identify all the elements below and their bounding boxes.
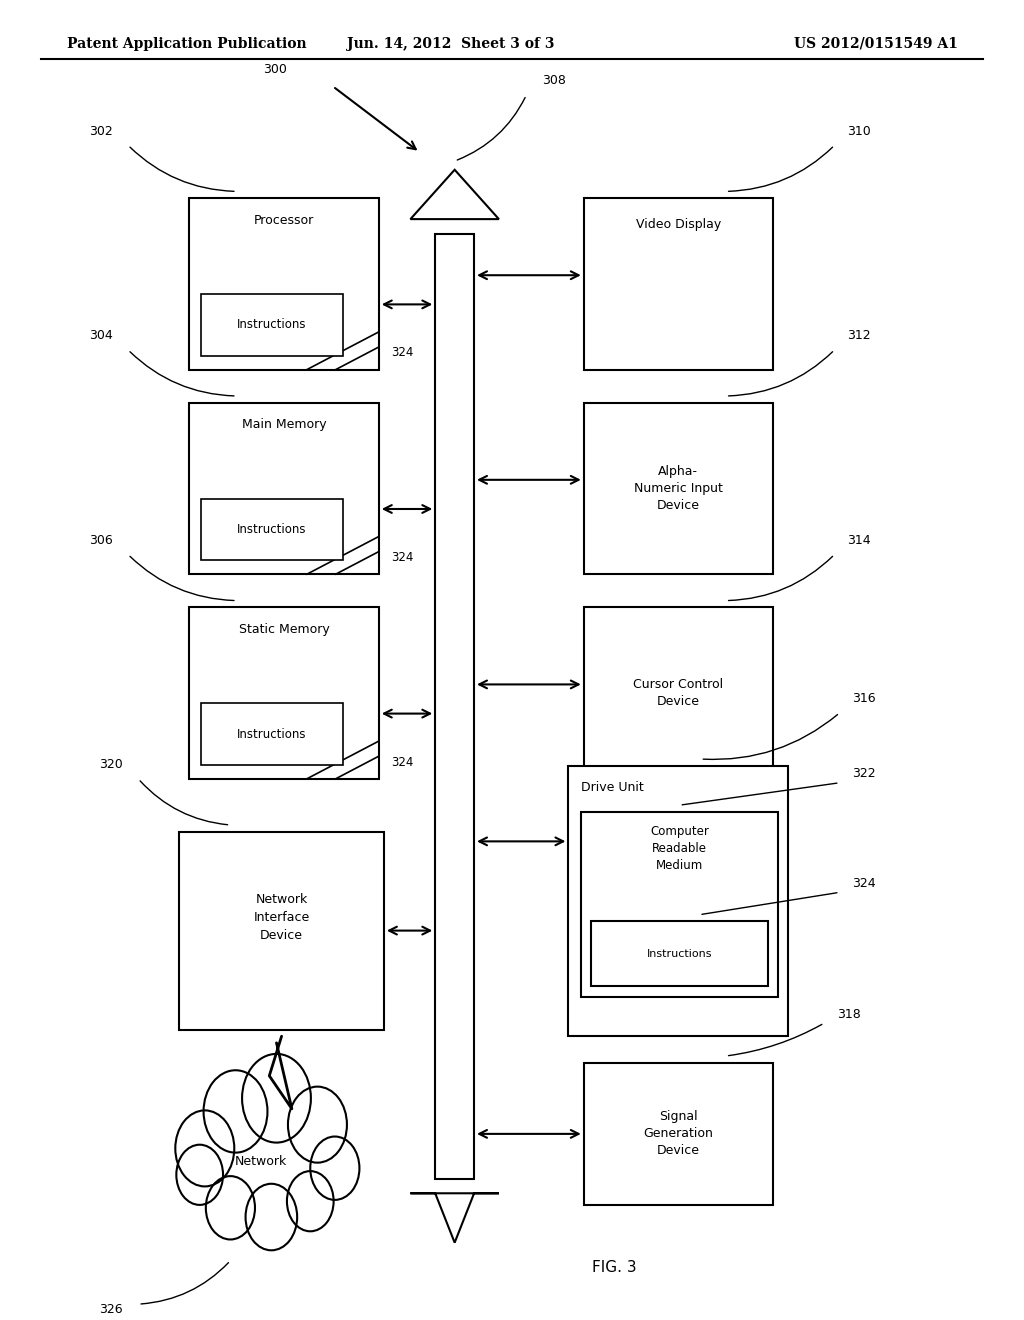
Text: 322: 322 <box>852 767 876 780</box>
Bar <box>435 234 474 1179</box>
Text: 326: 326 <box>99 1303 123 1316</box>
Circle shape <box>242 1053 311 1143</box>
Text: 316: 316 <box>852 692 876 705</box>
Text: 304: 304 <box>89 329 113 342</box>
Text: 320: 320 <box>99 758 123 771</box>
Bar <box>179 832 384 1030</box>
Text: US 2012/0151549 A1: US 2012/0151549 A1 <box>794 37 957 50</box>
Text: Instructions: Instructions <box>238 523 306 536</box>
Text: 308: 308 <box>542 74 565 87</box>
Bar <box>201 499 343 561</box>
Bar <box>189 607 379 779</box>
Text: Main Memory: Main Memory <box>242 418 327 432</box>
Text: 306: 306 <box>89 533 113 546</box>
Text: Network
Interface
Device: Network Interface Device <box>254 892 309 942</box>
Bar <box>591 921 768 986</box>
Bar <box>201 704 343 766</box>
Bar <box>584 403 773 574</box>
Text: 300: 300 <box>263 63 287 77</box>
Text: Instructions: Instructions <box>238 727 306 741</box>
Circle shape <box>288 1086 347 1163</box>
Text: 324: 324 <box>391 346 414 359</box>
Circle shape <box>310 1137 359 1200</box>
Text: Static Memory: Static Memory <box>239 623 330 636</box>
Circle shape <box>206 1176 255 1239</box>
Circle shape <box>246 1184 297 1250</box>
Polygon shape <box>411 1193 499 1242</box>
Text: Network: Network <box>234 1155 288 1168</box>
Bar <box>201 294 343 356</box>
Bar <box>581 812 778 997</box>
Circle shape <box>287 1171 334 1232</box>
Text: Alpha-
Numeric Input
Device: Alpha- Numeric Input Device <box>634 465 723 512</box>
Text: Cursor Control
Device: Cursor Control Device <box>633 678 724 708</box>
Text: Video Display: Video Display <box>636 218 721 231</box>
Text: Instructions: Instructions <box>238 318 306 331</box>
Text: 310: 310 <box>847 124 870 137</box>
Text: 324: 324 <box>391 755 414 768</box>
Text: Drive Unit: Drive Unit <box>581 781 643 795</box>
Circle shape <box>175 1110 234 1187</box>
Text: Jun. 14, 2012  Sheet 3 of 3: Jun. 14, 2012 Sheet 3 of 3 <box>347 37 554 50</box>
Circle shape <box>204 1071 267 1152</box>
Bar <box>189 198 379 370</box>
Text: Computer
Readable
Medium: Computer Readable Medium <box>650 825 709 873</box>
Polygon shape <box>411 170 499 219</box>
Text: 324: 324 <box>852 876 876 890</box>
Bar <box>584 198 773 370</box>
Text: Processor: Processor <box>254 214 314 227</box>
Text: Signal
Generation
Device: Signal Generation Device <box>643 1110 714 1158</box>
Bar <box>568 766 788 1036</box>
Text: Instructions: Instructions <box>647 949 712 958</box>
Text: 302: 302 <box>89 124 113 137</box>
Circle shape <box>176 1144 223 1205</box>
Text: FIG. 3: FIG. 3 <box>592 1259 637 1275</box>
Bar <box>584 607 773 779</box>
Text: Patent Application Publication: Patent Application Publication <box>67 37 306 50</box>
Bar <box>189 403 379 574</box>
Text: 318: 318 <box>837 1007 860 1020</box>
Text: 324: 324 <box>391 550 414 564</box>
Text: 312: 312 <box>847 329 870 342</box>
Text: 314: 314 <box>847 533 870 546</box>
Bar <box>584 1063 773 1205</box>
